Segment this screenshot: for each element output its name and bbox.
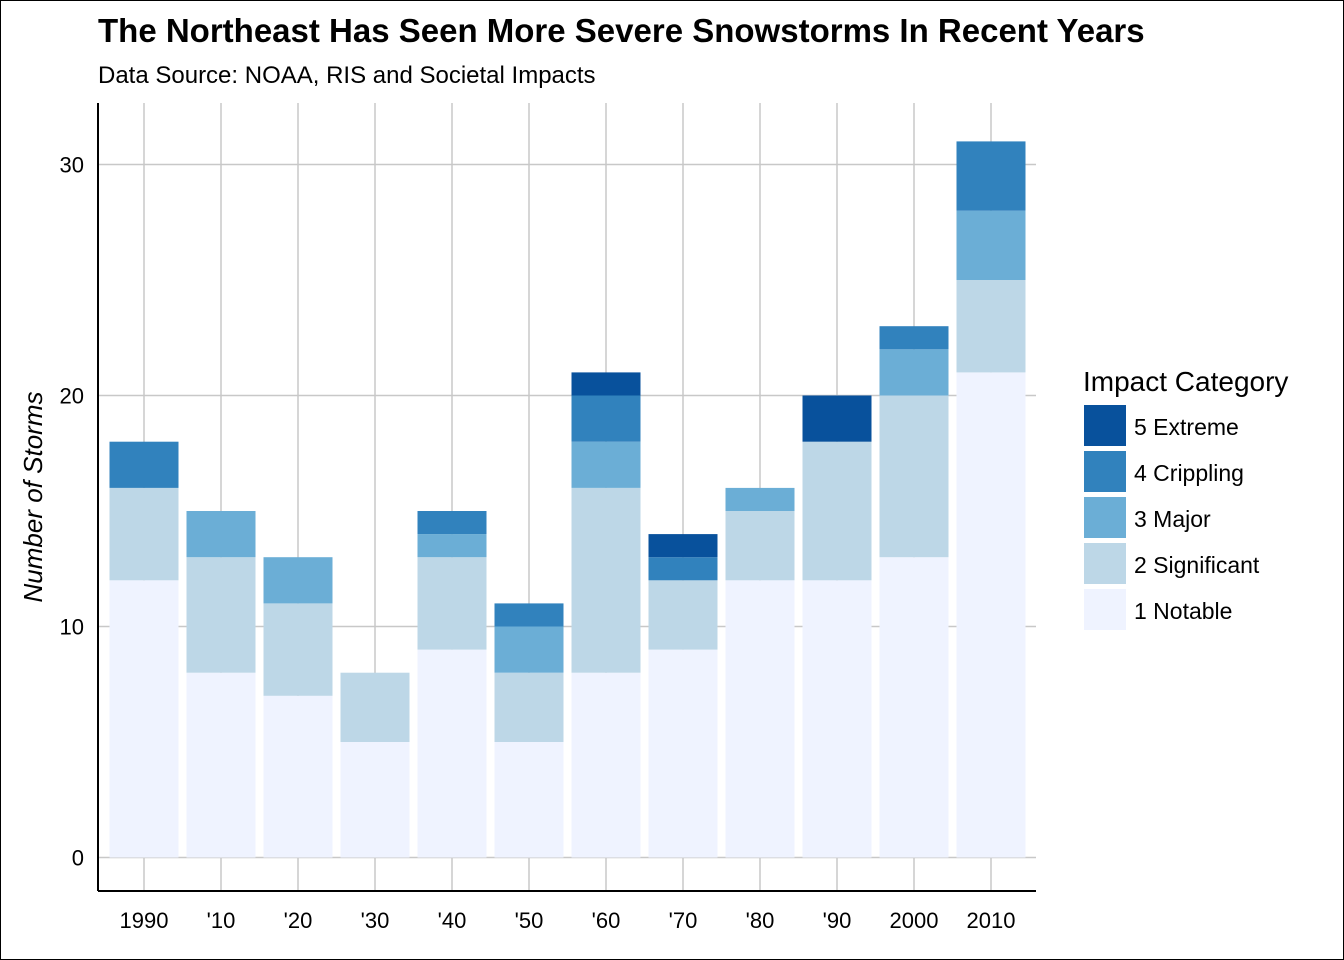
legend-label: 1 Notable — [1134, 598, 1232, 624]
bar-segment — [956, 280, 1026, 373]
bar-segment — [879, 395, 949, 558]
bar-segment — [109, 487, 179, 581]
legend-swatch — [1084, 451, 1126, 492]
bar-segment — [417, 557, 487, 650]
bar-segment — [648, 534, 718, 558]
bars — [109, 141, 1026, 858]
y-axis-label: Number of Storms — [18, 392, 48, 603]
legend-label: 5 Extreme — [1134, 414, 1239, 440]
chart-subtitle: Data Source: NOAA, RIS and Societal Impa… — [98, 62, 596, 89]
x-tick-label: '10 — [207, 908, 236, 933]
bar-segment — [494, 742, 564, 858]
bar-segment — [571, 372, 641, 396]
x-tick-label: '90 — [823, 908, 852, 933]
bar-segment — [648, 557, 718, 581]
bar-segment — [263, 557, 333, 604]
bar-segment — [417, 534, 487, 558]
bar-segment — [417, 649, 487, 858]
bar-segment — [956, 210, 1026, 280]
bar-segment — [494, 672, 564, 742]
chart-title: The Northeast Has Seen More Severe Snows… — [98, 12, 1145, 49]
x-tick-label: '80 — [746, 908, 775, 933]
bar-segment — [648, 580, 718, 650]
bar-segment — [494, 626, 564, 673]
legend: Impact Category 5 Extreme 4 Crippling 3 Maj… — [1083, 366, 1288, 630]
bar-segment — [879, 557, 949, 858]
bar-segment — [571, 487, 641, 673]
legend-swatch — [1084, 405, 1126, 446]
bar-segment — [571, 395, 641, 442]
x-tick-label: 1990 — [120, 908, 169, 933]
bar-segment — [571, 672, 641, 858]
bar-segment — [802, 441, 872, 581]
bar-segment — [109, 580, 179, 858]
x-tick-label: '70 — [669, 908, 698, 933]
bar-segment — [340, 742, 410, 858]
legend-label: 4 Crippling — [1134, 460, 1244, 486]
bar-segment — [879, 349, 949, 396]
y-tick-label: 10 — [60, 615, 84, 640]
y-tick-label: 20 — [60, 384, 84, 409]
legend-title: Impact Category — [1083, 366, 1288, 397]
bar-segment — [109, 441, 179, 488]
x-tick-label: '40 — [438, 908, 467, 933]
bar-segment — [802, 580, 872, 858]
bar-segment — [648, 649, 718, 858]
legend-label: 2 Significant — [1134, 552, 1260, 578]
y-tick-label: 0 — [72, 846, 84, 871]
x-tick-label: 2000 — [890, 908, 939, 933]
bar-segment — [186, 511, 256, 558]
x-tick-label: 2010 — [967, 908, 1016, 933]
bar-segment — [186, 557, 256, 673]
bar-segment — [494, 603, 564, 627]
bar-segment — [340, 672, 410, 742]
bar-segment — [263, 603, 333, 696]
x-tick-label: '60 — [592, 908, 621, 933]
legend-swatch — [1084, 497, 1126, 538]
x-tick-label: '50 — [515, 908, 544, 933]
bar-segment — [879, 326, 949, 350]
bar-segment — [263, 695, 333, 858]
bar-segment — [956, 372, 1026, 858]
bar-segment — [956, 141, 1026, 211]
x-tick-label: '30 — [361, 908, 390, 933]
x-tick-label: '20 — [284, 908, 313, 933]
legend-swatch — [1084, 543, 1126, 584]
bar-segment — [725, 487, 795, 511]
axes: 0 10 20 30 1990 '10 '20 '30 '40 '50 '60 '70 '80 '90 20… — [60, 103, 1036, 933]
legend-swatch — [1084, 589, 1126, 630]
bar-segment — [802, 395, 872, 442]
bar-segment — [725, 580, 795, 858]
bar-segment — [725, 511, 795, 581]
bar-segment — [571, 441, 641, 488]
legend-label: 3 Major — [1134, 506, 1211, 532]
y-tick-label: 30 — [60, 153, 84, 178]
bar-segment — [186, 672, 256, 858]
bar-segment — [417, 511, 487, 535]
